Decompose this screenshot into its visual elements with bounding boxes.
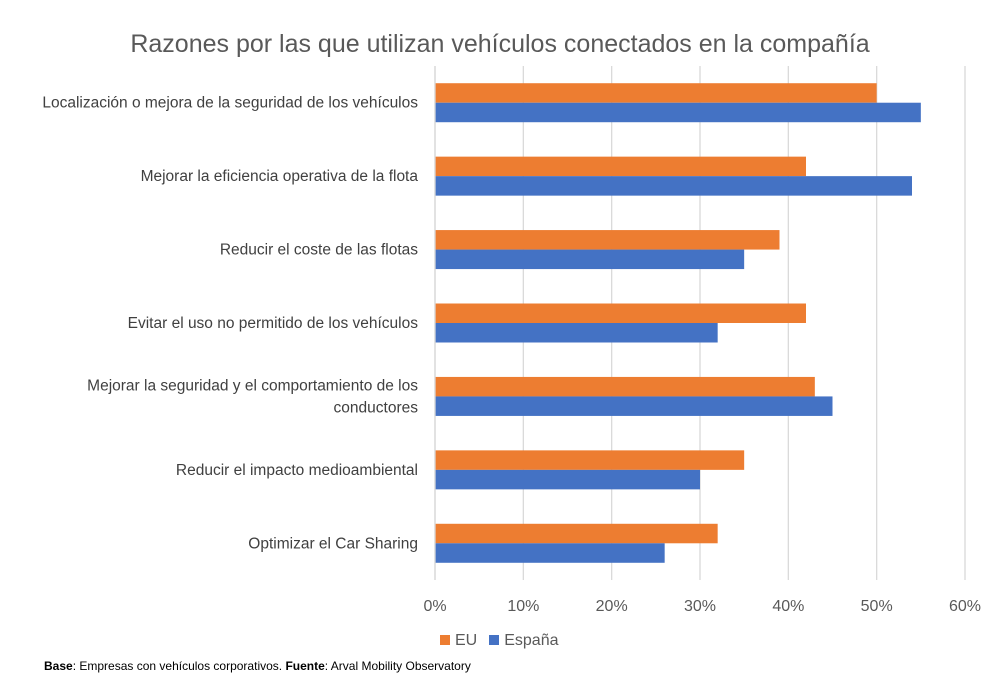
bar-espana [435,543,665,563]
x-tick-label: 50% [861,598,893,615]
category-label: Mejorar la eficiencia operativa de la fl… [141,168,419,185]
category-label: Reducir el coste de las flotas [220,242,418,259]
bar-eu [435,156,806,177]
bar-eu [435,83,877,103]
source-label: Fuente [285,659,325,673]
x-tick-label: 10% [507,598,539,615]
x-tick-label: 30% [684,598,716,615]
legend-label-espana: España [504,632,559,649]
bar-eu [435,523,718,544]
bar-espana [435,249,745,270]
legend: EU España [440,632,559,650]
category-label: Localización o mejora de la seguridad de… [42,95,418,112]
bar-eu [435,303,806,323]
x-tick-label: 60% [949,598,981,615]
bar-eu [435,450,745,470]
legend-item-espana: España [489,632,559,650]
legend-swatch-eu [440,635,450,645]
legend-item-eu: EU [440,632,477,650]
bar-espana [435,102,921,123]
legend-swatch-espana [489,635,500,645]
x-tick-label: 40% [772,598,804,615]
category-label: Optimizar el Car Sharing [248,535,418,552]
bar-eu [435,230,780,250]
bar-espana [435,469,700,490]
base-label: Base [44,659,73,673]
bar-eu [435,376,815,397]
footer-note: Base: Empresas con vehículos corporativo… [44,659,471,673]
bar-espana [435,176,912,196]
bar-espana [435,323,718,343]
category-label: Reducir el impacto medioambiental [176,462,418,479]
x-tick-label: 20% [596,598,628,615]
base-text: : Empresas con vehículos corporativos. [72,659,286,673]
category-label: Mejorar la seguridad y el comportamiento… [87,377,418,416]
category-label: Evitar el uso no permitido de los vehícu… [128,315,419,332]
chart-title: Razones por las que utilizan vehículos c… [130,30,870,58]
source-text: : Arval Mobility Observatory [324,659,471,673]
bar-espana [435,396,833,416]
legend-label-eu: EU [455,632,478,649]
x-tick-label: 0% [423,598,446,615]
